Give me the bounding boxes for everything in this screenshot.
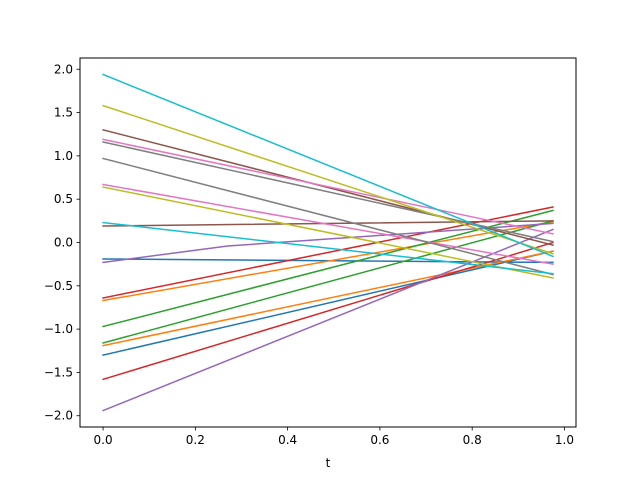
series-line-9 <box>102 222 554 264</box>
x-axis: 0.0 0.2 0.4 0.6 0.8 1.0 <box>94 427 574 447</box>
series-line-2 <box>102 250 554 357</box>
x-tick-label: 0.4 <box>278 433 297 447</box>
series-line-16 <box>102 141 554 243</box>
y-tick-label: 0.0 <box>54 236 73 250</box>
plot-area <box>80 58 576 427</box>
series-line-19 <box>102 221 554 275</box>
y-tick-label: 2.0 <box>54 62 73 76</box>
series-line-3 <box>102 220 554 302</box>
series-line-20 <box>102 73 554 258</box>
x-axis-label: t <box>326 456 331 470</box>
series-line-6 <box>102 219 554 344</box>
x-tick-label: 0.8 <box>463 433 482 447</box>
y-tick-label: 0.5 <box>54 192 73 206</box>
x-tick-label: 0.0 <box>94 433 113 447</box>
series-line-4 <box>102 250 554 347</box>
series-line-11 <box>102 220 554 227</box>
x-tick-label: 0.2 <box>186 433 205 447</box>
y-tick-label: 1.0 <box>54 149 73 163</box>
y-tick-label: −0.5 <box>44 279 73 293</box>
x-tick-label: 1.0 <box>555 433 574 447</box>
series-line-14 <box>102 138 554 235</box>
y-tick-label: −1.0 <box>44 322 73 336</box>
series-line-10 <box>102 228 554 412</box>
y-tick-label: −1.5 <box>44 365 73 379</box>
series-line-13 <box>102 183 554 266</box>
series-line-18 <box>102 104 554 255</box>
y-tick-label: 1.5 <box>54 106 73 120</box>
x-tick-label: 0.6 <box>370 433 389 447</box>
y-tick-label: −2.0 <box>44 409 73 423</box>
series-line-15 <box>102 157 554 276</box>
y-axis: −2.0 −1.5 −1.0 −0.5 0.0 0.5 1.0 1.5 2.0 <box>44 62 80 423</box>
series-line-17 <box>102 186 554 279</box>
series-layer <box>102 73 554 412</box>
